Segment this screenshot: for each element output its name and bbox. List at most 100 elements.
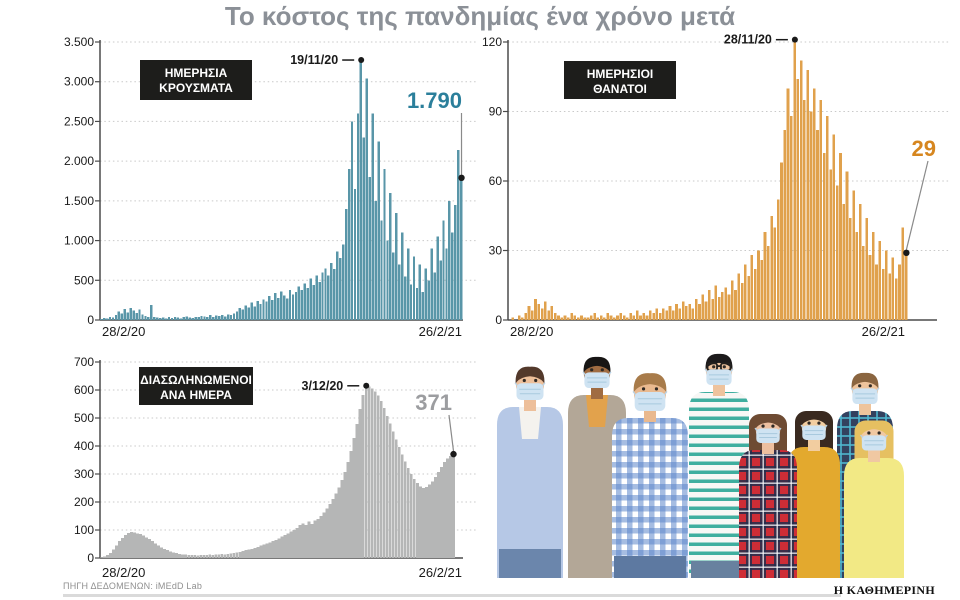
bar: [244, 305, 247, 320]
hair: [860, 420, 888, 436]
y-tick-label: 1.500: [64, 194, 94, 208]
bar: [271, 541, 275, 558]
jeans: [614, 556, 686, 578]
bar: [247, 307, 250, 320]
y-tick-label: 2.000: [64, 154, 94, 168]
bar: [148, 538, 151, 558]
eye: [654, 387, 659, 391]
bar: [760, 259, 764, 320]
bar: [154, 543, 158, 558]
bar: [430, 481, 434, 558]
bar: [328, 504, 332, 558]
bar: [309, 278, 312, 320]
bar: [194, 316, 197, 320]
bar: [136, 533, 139, 558]
bar: [169, 551, 173, 558]
bar: [662, 308, 665, 320]
eye: [761, 424, 765, 428]
bar: [307, 521, 311, 558]
torso: [788, 447, 840, 578]
bar: [688, 303, 691, 320]
eye: [817, 421, 821, 425]
eye: [534, 378, 538, 383]
eye: [722, 365, 726, 369]
bar: [262, 299, 265, 320]
bar: [295, 527, 299, 558]
bar: [570, 313, 573, 320]
bar: [241, 551, 245, 558]
bar: [442, 220, 445, 320]
bar: [629, 313, 632, 320]
torso: [844, 458, 904, 578]
bar: [286, 533, 290, 558]
bar: [208, 554, 212, 558]
hair: [705, 353, 733, 370]
bar: [179, 318, 183, 320]
bar: [173, 316, 177, 320]
bar: [144, 316, 147, 320]
bar: [259, 545, 263, 558]
bar: [205, 555, 209, 558]
bar: [132, 310, 135, 320]
bar: [451, 454, 455, 558]
bar: [166, 550, 170, 558]
bar: [232, 552, 236, 558]
bar: [256, 300, 259, 320]
bar: [141, 314, 144, 320]
y-tick-label: 30: [489, 244, 503, 258]
bar: [364, 385, 368, 558]
bar: [163, 548, 167, 558]
bar: [376, 395, 380, 558]
bar: [445, 458, 449, 558]
chart-label-box: [564, 61, 676, 99]
bar: [214, 554, 218, 558]
bar: [265, 543, 269, 558]
face-mask: [634, 391, 666, 411]
bar: [238, 308, 242, 320]
bar: [310, 523, 314, 558]
bar: [373, 391, 377, 558]
bar: [842, 204, 846, 320]
y-tick-label: 90: [489, 105, 503, 119]
chart-daily-cases: 3.500 3.000 2.500 2.000 1.500 1.000 500 0 ΗΜΕΡΗΣ…: [64, 35, 478, 339]
y-tick-label: 600: [74, 383, 94, 397]
bar: [398, 264, 401, 320]
bar: [382, 408, 386, 558]
bar: [812, 88, 816, 320]
person-man-orange-tee: [568, 356, 626, 578]
bar-series: [100, 385, 455, 558]
bar: [312, 285, 315, 320]
bar: [197, 317, 200, 320]
bar: [250, 302, 253, 320]
bar: [691, 308, 695, 320]
bar: [593, 313, 596, 320]
bar: [888, 273, 891, 320]
x-start-label: 28/2/20: [102, 565, 145, 580]
eye: [877, 431, 881, 435]
bar: [301, 523, 305, 558]
bar: [852, 190, 855, 320]
bar: [164, 318, 168, 320]
bar: [424, 268, 427, 320]
bar: [433, 476, 437, 558]
bar: [632, 315, 636, 320]
bar: [297, 286, 301, 320]
bar: [336, 251, 339, 320]
bar: [325, 508, 329, 558]
hair: [633, 373, 667, 393]
hair: [583, 356, 611, 373]
hair: [851, 372, 879, 389]
bar: [704, 301, 708, 320]
y-tick-label: 100: [74, 523, 94, 537]
bar: [835, 185, 839, 320]
bar: [734, 289, 737, 320]
bar: [392, 252, 395, 320]
bar: [424, 486, 428, 558]
bar: [285, 298, 289, 320]
bar: [904, 252, 908, 320]
bar: [283, 535, 287, 558]
eye: [868, 384, 872, 388]
bar: [247, 549, 251, 558]
bar: [277, 538, 281, 558]
bar: [619, 313, 623, 320]
